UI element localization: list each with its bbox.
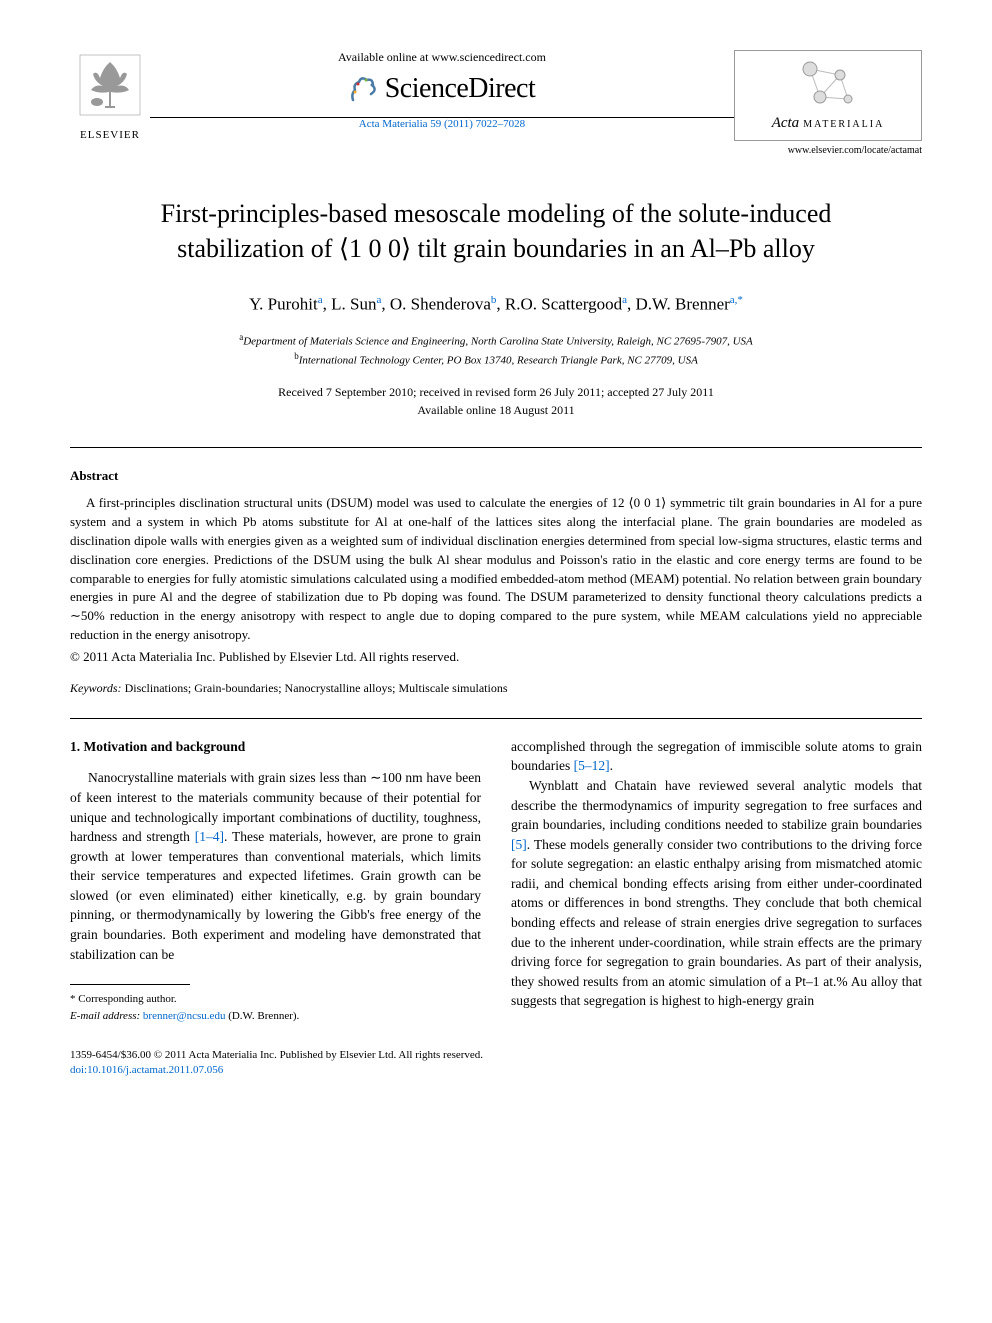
col1-p1b: . These materials, however, are prone to… [70, 829, 481, 961]
footnote-separator [70, 984, 190, 985]
affil-a-text: Department of Materials Science and Engi… [243, 336, 753, 348]
ref-link-5-12[interactable]: [5–12] [574, 758, 610, 773]
ref-link-5[interactable]: [5] [511, 837, 527, 852]
section-1-heading: 1. Motivation and background [70, 737, 481, 757]
abstract-copyright: © 2011 Acta Materialia Inc. Published by… [70, 649, 922, 665]
col1-para1: Nanocrystalline materials with grain siz… [70, 768, 481, 964]
sciencedirect-logo: ScienceDirect [150, 73, 734, 105]
author-4-sup[interactable]: a [622, 294, 627, 306]
acta-caps: MATERIALIA [803, 119, 884, 130]
affiliations: aDepartment of Materials Science and Eng… [70, 331, 922, 369]
acta-logo-box: Acta MATERIALIA [734, 50, 922, 141]
author-3: O. Shenderova [390, 295, 491, 314]
email-line: E-mail address: brenner@ncsu.edu (D.W. B… [70, 1008, 481, 1025]
corresponding-author: * Corresponding author. [70, 991, 481, 1008]
email-label: E-mail address: [70, 1010, 140, 1022]
footnote-block: * Corresponding author. E-mail address: … [70, 991, 481, 1024]
journal-url[interactable]: www.elsevier.com/locate/actamat [734, 145, 922, 156]
sciencedirect-icon [349, 74, 379, 104]
keywords-label: Keywords: [70, 681, 122, 695]
footer-doi[interactable]: doi:10.1016/j.actamat.2011.07.056 [70, 1063, 922, 1078]
keywords-line: Keywords: Disclinations; Grain-boundarie… [70, 681, 922, 696]
author-5: D.W. Brenner [636, 295, 730, 314]
body-columns: 1. Motivation and background Nanocrystal… [70, 737, 922, 1024]
available-online-text: Available online at www.sciencedirect.co… [150, 50, 734, 65]
author-1-sup[interactable]: a [318, 294, 323, 306]
author-2: L. Sun [331, 295, 376, 314]
abstract-bottom-rule [70, 718, 922, 719]
column-left: 1. Motivation and background Nanocrystal… [70, 737, 481, 1024]
author-5-sup[interactable]: a,* [730, 294, 743, 306]
sciencedirect-text: ScienceDirect [385, 73, 536, 105]
elsevier-tree-icon [75, 50, 145, 120]
header-row: ELSEVIER Available online at www.science… [70, 50, 922, 156]
author-2-sup[interactable]: a [376, 294, 381, 306]
elsevier-label: ELSEVIER [70, 129, 150, 141]
center-header: Available online at www.sciencedirect.co… [150, 50, 734, 130]
abstract-top-rule [70, 447, 922, 448]
author-1: Y. Purohit [249, 295, 318, 314]
col2-p2b: . These models generally consider two co… [511, 837, 922, 1009]
column-right: accomplished through the segregation of … [511, 737, 922, 1024]
email-who: (D.W. Brenner). [225, 1010, 299, 1022]
col2-p1b: . [610, 758, 613, 773]
keywords-text: Disclinations; Grain-boundaries; Nanocry… [122, 681, 508, 695]
affil-b-text: International Technology Center, PO Box … [299, 355, 698, 367]
author-3-sup[interactable]: b [491, 294, 497, 306]
abstract-heading: Abstract [70, 468, 922, 484]
author-4: R.O. Scattergood [505, 295, 622, 314]
acta-block: Acta MATERIALIA www.elsevier.com/locate/… [734, 50, 922, 156]
page-footer: 1359-6454/$36.00 © 2011 Acta Materialia … [70, 1048, 922, 1079]
elsevier-logo: ELSEVIER [70, 50, 150, 141]
col2-para2: Wynblatt and Chatain have reviewed sever… [511, 776, 922, 1011]
article-dates: Received 7 September 2010; received in r… [70, 383, 922, 419]
dates-line1: Received 7 September 2010; received in r… [278, 385, 714, 399]
acta-italic: Acta [772, 115, 800, 131]
article-title: First-principles-based mesoscale modelin… [110, 196, 882, 266]
ref-link-1-4[interactable]: [1–4] [195, 829, 224, 844]
author-list: Y. Purohita, L. Suna, O. Shenderovab, R.… [70, 294, 922, 315]
col2-para1: accomplished through the segregation of … [511, 737, 922, 776]
article-page: ELSEVIER Available online at www.science… [0, 0, 992, 1119]
acta-network-icon [798, 59, 858, 109]
col2-p2a: Wynblatt and Chatain have reviewed sever… [511, 778, 922, 832]
email-address[interactable]: brenner@ncsu.edu [143, 1010, 226, 1022]
dates-line2: Available online 18 August 2011 [417, 403, 574, 417]
footer-copyright: 1359-6454/$36.00 © 2011 Acta Materialia … [70, 1048, 922, 1063]
abstract-text: A first-principles disclination structur… [70, 494, 922, 645]
journal-reference[interactable]: Acta Materialia 59 (2011) 7022–7028 [150, 118, 734, 130]
